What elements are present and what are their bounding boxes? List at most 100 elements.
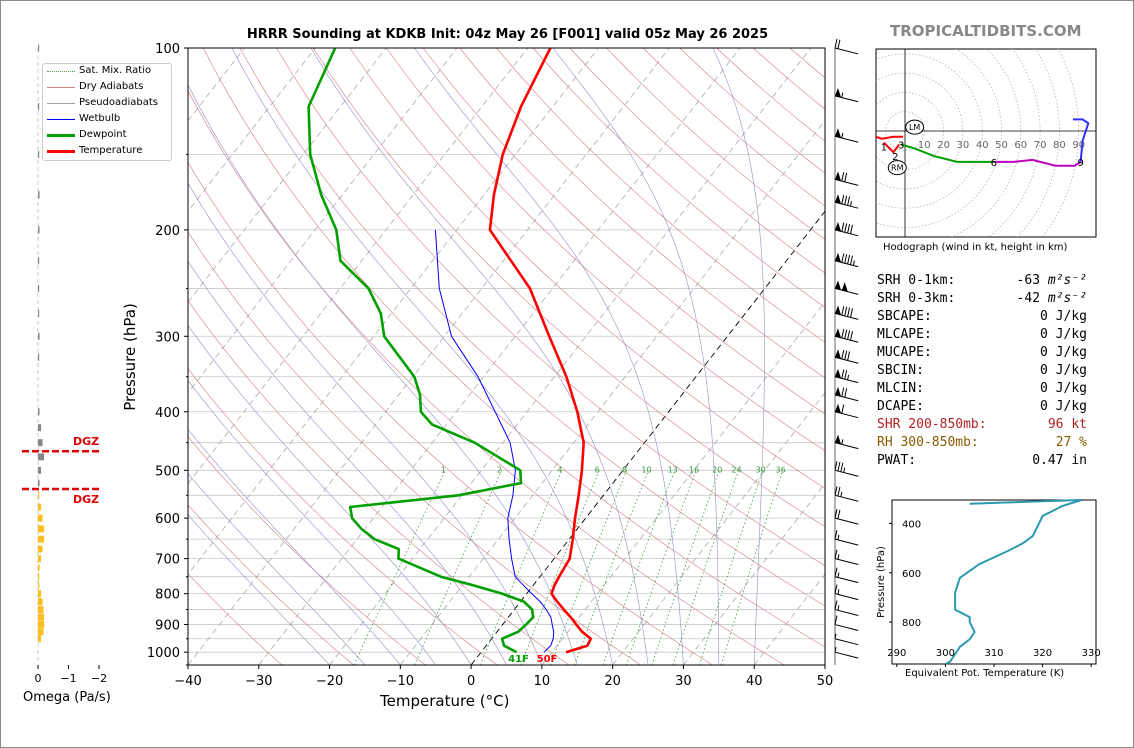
- isotherm-line: [188, 48, 458, 394]
- dgz-label-top: DGZ: [73, 435, 100, 448]
- stat-key: SRH 0-3km:: [877, 291, 956, 306]
- wind-barb: [834, 486, 859, 502]
- hodograph-trace: [993, 158, 1082, 167]
- dry-adiabat: [312, 48, 825, 528]
- legend-swatch: [47, 134, 75, 137]
- wind-barb: [834, 386, 859, 402]
- barb-flag: [840, 462, 844, 472]
- dry-adiabat: [188, 436, 426, 665]
- hodograph-ring-label: 60: [1014, 140, 1027, 151]
- mixing-ratio-label: 16: [689, 465, 699, 474]
- barb-shaft: [834, 558, 859, 566]
- barb-flag: [844, 172, 848, 182]
- wind-barb: [834, 461, 859, 477]
- barb-shaft: [834, 394, 859, 402]
- theta-e-y-axis-label: Pressure (hPa): [876, 546, 887, 618]
- mixing-ratio-label: 6: [595, 465, 600, 474]
- hodograph-ring-label: 40: [976, 140, 989, 151]
- hodograph-height-label: 1: [881, 142, 887, 153]
- barb-shaft: [834, 411, 859, 419]
- legend-label: Sat. Mix. Ratio: [79, 65, 152, 76]
- hodograph-panel: 10 20 30 40 50 60 70 80 90 123 6 9 LM RM: [875, 48, 1097, 238]
- pseudoadiabat: [188, 514, 330, 665]
- omega-bar: [38, 635, 42, 643]
- y-tick-label: 300: [155, 330, 180, 345]
- barb-shaft: [834, 651, 859, 659]
- omega-bar: [38, 150, 40, 158]
- omega-bar: [38, 514, 43, 522]
- barb-shaft: [834, 178, 859, 186]
- omega-bar: [38, 491, 40, 499]
- mixing-ratio-label: 2: [497, 465, 502, 474]
- barb-shaft: [834, 287, 859, 295]
- theta-e-y-tick-label: 800: [902, 618, 921, 629]
- barb-flag: [834, 615, 838, 625]
- wind-barb: [834, 305, 859, 320]
- wind-barb: [834, 509, 859, 525]
- barb-pennant: [835, 434, 841, 445]
- barb-flag: [847, 330, 851, 340]
- omega-bar: [38, 44, 40, 52]
- omega-bar: [38, 257, 40, 265]
- isotherm-line: [470, 210, 825, 665]
- hodograph-ring-label: 20: [937, 140, 950, 151]
- barb-flag: [850, 308, 853, 318]
- barb-half-flag: [852, 260, 855, 266]
- barb-flag: [834, 486, 838, 496]
- isotherm-line: [612, 392, 825, 665]
- omega-bar: [38, 525, 45, 533]
- omega-panel: 0 −1 −2: [20, 44, 110, 685]
- barb-half-flag: [841, 439, 844, 445]
- barb-flag: [841, 404, 845, 414]
- hodograph-ring-label: 70: [1034, 140, 1047, 151]
- omega-bar: [38, 408, 40, 416]
- barb-flag: [847, 254, 851, 265]
- barb-flag: [844, 370, 848, 380]
- omega-bar: [38, 564, 40, 572]
- stat-key: SRH 0-1km:: [877, 273, 956, 288]
- omega-bar: [38, 613, 45, 621]
- profile-dewpoint: [307, 48, 535, 654]
- pseudoadiabat: [188, 260, 507, 665]
- x-tick-label: 50: [817, 674, 834, 689]
- legend-item: Temperature: [43, 144, 171, 160]
- stat-value: -63 m²s⁻²: [1017, 272, 1087, 290]
- barb-shaft: [834, 517, 859, 525]
- barb-flag: [844, 329, 848, 339]
- stat-row: SRH 0-3km: -42 m²s⁻²: [877, 290, 1087, 308]
- wind-barb: [834, 221, 859, 237]
- barb-flag: [841, 387, 845, 397]
- barb-shaft: [834, 576, 859, 584]
- barb-flag: [837, 39, 841, 49]
- barb-flag: [844, 223, 848, 233]
- barb-shaft: [834, 593, 859, 601]
- barb-pennant: [835, 128, 841, 138]
- stat-unit: m²s⁻²: [1047, 273, 1087, 288]
- stat-key: MLCAPE:: [877, 327, 932, 342]
- hodograph-height-label: 3: [898, 141, 904, 152]
- y-tick-label: 1000: [147, 646, 180, 661]
- mixing-ratio-line: [672, 470, 740, 665]
- barb-half-flag: [850, 201, 852, 207]
- theta-e-x-tick-label: 310: [984, 648, 1003, 659]
- hodograph-ring-label: 10: [918, 140, 931, 151]
- mixing-ratio-line: [721, 470, 784, 665]
- theta-e-x-tick-label: 290: [887, 648, 906, 659]
- dry-adiabat: [496, 48, 825, 343]
- isotherm-line: [258, 48, 741, 665]
- x-tick-label: −10: [387, 674, 414, 689]
- omega-bar: [38, 555, 42, 563]
- pseudoadiabat: [712, 48, 765, 665]
- stat-value: 0 J/kg: [1040, 381, 1087, 396]
- dry-adiabat: [188, 504, 354, 665]
- theta-e-axis-label: Equivalent Pot. Temperature (K): [905, 668, 1065, 679]
- dry-adiabat: [188, 300, 570, 665]
- dry-adiabat: [188, 90, 785, 665]
- y-tick-label: 500: [155, 464, 180, 479]
- barb-half-flag: [837, 589, 840, 595]
- storm-motion-label: LM: [909, 123, 920, 132]
- dry-adiabat: [239, 48, 825, 607]
- y-tick-label: 400: [155, 406, 180, 421]
- barb-shaft: [834, 469, 859, 477]
